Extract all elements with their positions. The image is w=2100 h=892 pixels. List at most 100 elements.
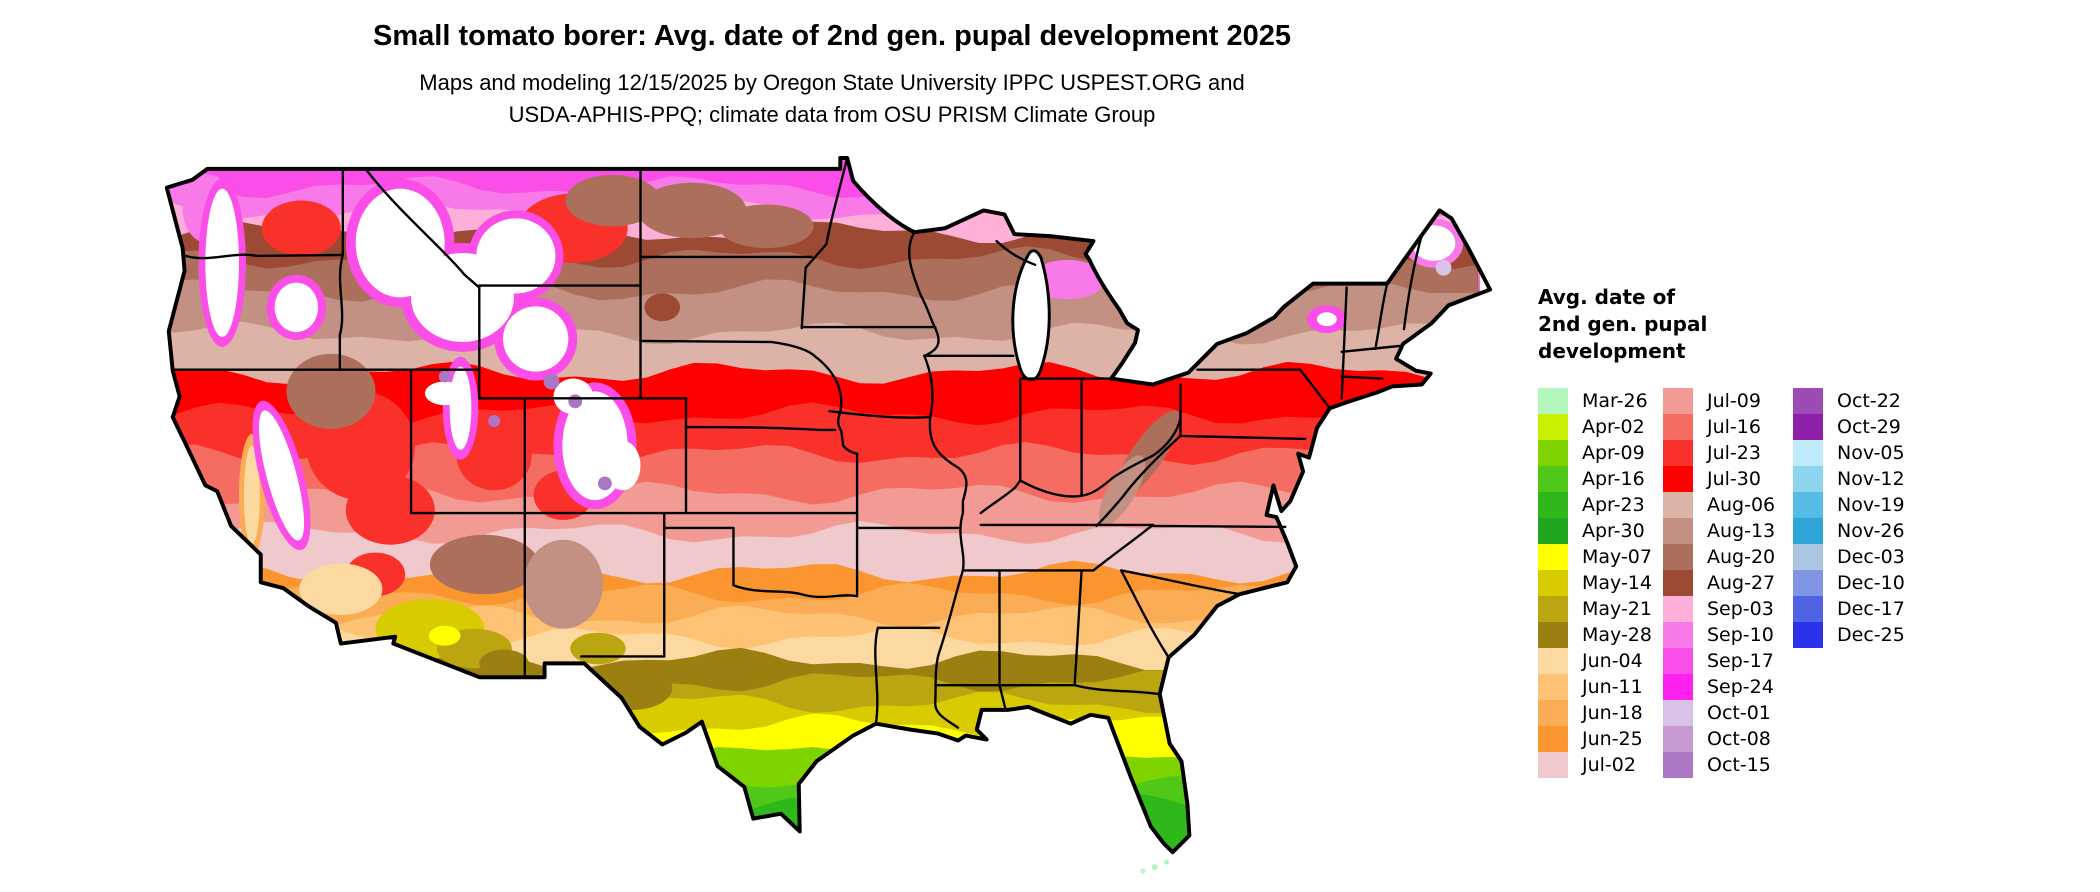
terrain-patch xyxy=(543,373,560,390)
legend-entry-Sep-10: Sep-10 xyxy=(1663,622,1793,648)
legend-swatch xyxy=(1538,440,1568,466)
legend: Avg. date of 2nd gen. pupal development … xyxy=(1538,284,2098,778)
great-lakes xyxy=(1011,249,1051,382)
legend-swatch xyxy=(1663,492,1693,518)
subtitle-line-2: USDA-APHIS-PPQ; climate data from OSU PR… xyxy=(508,102,1156,127)
legend-label: May-07 xyxy=(1582,546,1652,568)
terrain-patch xyxy=(1140,868,1146,874)
terrain-patch xyxy=(274,282,319,333)
state-border-line xyxy=(1340,344,1402,354)
legend-label: Dec-25 xyxy=(1837,624,1905,646)
legend-label: Jul-09 xyxy=(1707,390,1761,412)
map-subtitle: Maps and modeling 12/15/2025 by Oregon S… xyxy=(0,67,1664,131)
legend-label: Apr-02 xyxy=(1582,416,1645,438)
legend-entry-Nov-19: Nov-19 xyxy=(1793,492,1918,518)
legend-label: Dec-03 xyxy=(1837,546,1905,568)
legend-swatch xyxy=(1663,544,1693,570)
legend-entry-Dec-17: Dec-17 xyxy=(1793,596,1918,622)
state-border-line xyxy=(814,355,859,515)
legend-entry-May-28: May-28 xyxy=(1538,622,1663,648)
legend-label: Sep-17 xyxy=(1707,650,1774,672)
state-border-line xyxy=(1402,233,1423,331)
legend-swatch xyxy=(1793,570,1823,596)
legend-entry-Oct-22: Oct-22 xyxy=(1793,388,1918,414)
legend-label: Oct-22 xyxy=(1837,390,1901,412)
legend-entry-Apr-02: Apr-02 xyxy=(1538,414,1663,440)
state-border-line xyxy=(828,409,932,419)
legend-label: Aug-20 xyxy=(1707,546,1776,568)
legend-entry-Jul-30: Jul-30 xyxy=(1663,466,1793,492)
legend-entry-May-14: May-14 xyxy=(1538,570,1663,596)
legend-entry-Jul-09: Jul-09 xyxy=(1663,388,1793,414)
terrain-patch xyxy=(456,421,532,491)
legend-swatch xyxy=(1538,700,1568,726)
terrain-patch xyxy=(261,200,341,256)
legend-label: Apr-23 xyxy=(1582,494,1645,516)
legend-label: Dec-10 xyxy=(1837,572,1905,594)
legend-label: Jul-23 xyxy=(1707,442,1761,464)
legend-column-2: Jul-09 Jul-16 Jul-23 Jul-30 Aug-06 Aug-13 Aug-… xyxy=(1663,388,1793,778)
legend-entry-Jul-16: Jul-16 xyxy=(1663,414,1793,440)
legend-swatch xyxy=(1538,492,1568,518)
state-border-line xyxy=(800,156,849,330)
terrain-patch xyxy=(429,534,539,595)
terrain-patch xyxy=(568,394,583,409)
legend-swatch xyxy=(1538,674,1568,700)
legend-entry-Sep-24: Sep-24 xyxy=(1663,674,1793,700)
lake-michigan xyxy=(1011,249,1051,382)
state-border-line xyxy=(907,230,968,729)
state-border-line xyxy=(1073,569,1083,687)
legend-label: Nov-12 xyxy=(1837,468,1905,490)
legend-swatch xyxy=(1793,466,1823,492)
terrain-patch xyxy=(1435,259,1452,276)
state-border-line xyxy=(1374,282,1389,351)
legend-entry-Jul-23: Jul-23 xyxy=(1663,440,1793,466)
legend-entry-Oct-29: Oct-29 xyxy=(1793,414,1918,440)
date-band-May-07 xyxy=(166,712,1491,853)
legend-label: May-28 xyxy=(1582,624,1652,646)
legend-swatch xyxy=(1793,544,1823,570)
state-border-line xyxy=(181,253,345,260)
legend-entry-Sep-17: Sep-17 xyxy=(1663,648,1793,674)
legend-label: Nov-05 xyxy=(1837,442,1905,464)
legend-swatch xyxy=(1538,622,1568,648)
legend-entry-Jun-18: Jun-18 xyxy=(1538,700,1663,726)
legend-column-1: Mar-26 Apr-02 Apr-09 Apr-16 Apr-23 Apr-30 May-… xyxy=(1538,388,1663,778)
us-choropleth-map xyxy=(148,145,1493,890)
legend-label: Aug-13 xyxy=(1707,520,1776,542)
legend-label: Jun-04 xyxy=(1582,650,1643,672)
map-svg xyxy=(164,156,1493,874)
terrain-patch xyxy=(258,410,305,541)
terrain-patch xyxy=(1316,312,1337,327)
legend-entry-May-07: May-07 xyxy=(1538,544,1663,570)
legend-swatch xyxy=(1538,596,1568,622)
terrain-patch xyxy=(438,370,451,383)
legend-entry-Oct-01: Oct-01 xyxy=(1663,700,1793,726)
legend-swatch xyxy=(1663,700,1693,726)
legend-label: Dec-17 xyxy=(1837,598,1905,620)
legend-title-line-2: 2nd gen. pupal xyxy=(1538,312,1708,336)
legend-label: Sep-03 xyxy=(1707,598,1774,620)
legend-swatch xyxy=(1538,648,1568,674)
legend-swatch xyxy=(1663,518,1693,544)
legend-label: Oct-08 xyxy=(1707,728,1771,750)
us-outline xyxy=(164,156,1493,855)
legend-swatch xyxy=(1793,440,1823,466)
date-band-May-21 xyxy=(166,669,1491,853)
state-border-line xyxy=(979,416,1182,515)
legend-label: Oct-29 xyxy=(1837,416,1901,438)
legend-label: Oct-01 xyxy=(1707,702,1771,724)
legend-entry-Apr-30: Apr-30 xyxy=(1538,518,1663,544)
terrain-patch xyxy=(503,306,569,372)
legend-entry-Apr-16: Apr-16 xyxy=(1538,466,1663,492)
legend-label: May-14 xyxy=(1582,572,1652,594)
legend-swatch xyxy=(1538,466,1568,492)
legend-swatch xyxy=(1793,388,1823,414)
legend-swatch xyxy=(1538,752,1568,778)
terrain-patch xyxy=(1099,455,1146,526)
subtitle-line-1: Maps and modeling 12/15/2025 by Oregon S… xyxy=(419,70,1245,95)
legend-swatch xyxy=(1663,466,1693,492)
legend-label: Jul-02 xyxy=(1582,754,1636,776)
terrain-patch xyxy=(1151,864,1158,871)
